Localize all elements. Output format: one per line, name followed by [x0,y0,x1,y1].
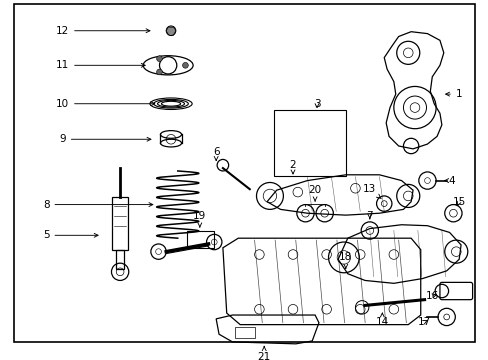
Text: 4: 4 [444,176,454,185]
Text: 10: 10 [56,99,154,109]
Text: 17: 17 [417,317,430,327]
Text: 21: 21 [257,346,270,360]
Text: 9: 9 [59,134,151,144]
Text: 1: 1 [445,89,462,99]
Circle shape [156,56,162,62]
Bar [235,327,254,338]
Circle shape [166,26,176,36]
Text: 12: 12 [56,26,150,36]
Text: 18: 18 [339,252,352,268]
Text: 11: 11 [56,60,145,70]
Circle shape [182,62,188,68]
Text: 5: 5 [43,230,98,240]
Bar [116,250,124,269]
Text: 7: 7 [366,211,372,221]
Circle shape [156,69,162,75]
Bar [187,230,214,248]
Text: 6: 6 [212,147,219,160]
Text: 8: 8 [43,199,153,210]
Text: 13: 13 [363,184,381,199]
Text: 2: 2 [289,160,296,174]
Bar [273,111,345,176]
Text: 20: 20 [308,185,321,201]
Text: 15: 15 [451,197,465,207]
Text: 16: 16 [425,291,438,301]
Text: 3: 3 [313,99,320,109]
Text: 14: 14 [375,313,388,327]
Text: 19: 19 [193,211,206,227]
Bar [112,197,127,250]
